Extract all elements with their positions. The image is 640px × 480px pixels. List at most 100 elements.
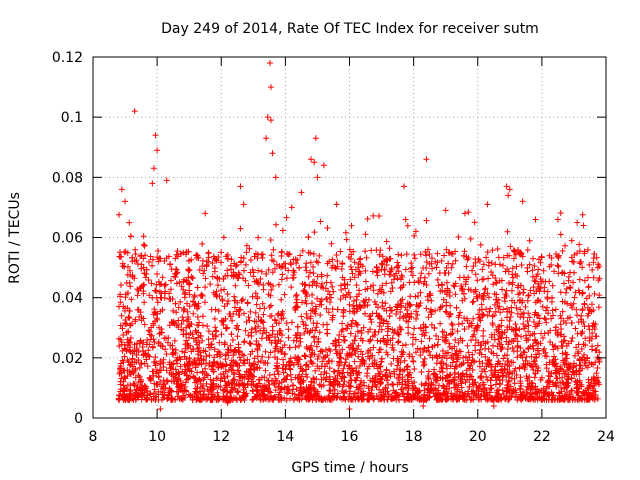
- x-tick-label: 18: [405, 429, 423, 445]
- data-point: [435, 390, 442, 397]
- data-point: [288, 376, 295, 383]
- data-point: [488, 385, 495, 392]
- data-point: [189, 275, 196, 282]
- data-point: [411, 379, 418, 386]
- data-point: [540, 385, 547, 392]
- data-point: [124, 271, 131, 278]
- data-point: [266, 60, 273, 67]
- data-point: [468, 388, 475, 395]
- data-point: [228, 331, 235, 338]
- data-point: [572, 289, 579, 296]
- data-point: [242, 261, 249, 268]
- data-point: [184, 308, 191, 315]
- data-point: [425, 270, 432, 277]
- data-point: [449, 345, 456, 352]
- data-point: [175, 304, 182, 311]
- data-point: [384, 351, 391, 358]
- data-point: [482, 340, 489, 347]
- data-point: [127, 233, 134, 240]
- data-point: [379, 261, 386, 268]
- data-point: [443, 309, 450, 316]
- data-point: [496, 380, 503, 387]
- data-point: [571, 294, 578, 301]
- data-point: [304, 393, 311, 400]
- data-point: [311, 376, 318, 383]
- data-point: [509, 345, 516, 352]
- data-point: [551, 362, 558, 369]
- data-point: [305, 389, 312, 396]
- data-point: [129, 363, 136, 370]
- data-point: [278, 276, 285, 283]
- data-point: [253, 318, 260, 325]
- data-point: [581, 301, 588, 308]
- data-point: [339, 346, 346, 353]
- data-point: [349, 396, 356, 403]
- data-point: [356, 268, 363, 275]
- data-point: [116, 370, 123, 377]
- data-point: [385, 381, 392, 388]
- data-point: [350, 345, 357, 352]
- data-point: [557, 363, 564, 370]
- data-point: [328, 264, 335, 271]
- data-point: [302, 289, 309, 296]
- data-point: [478, 301, 485, 308]
- data-point: [302, 353, 309, 360]
- data-point: [275, 384, 282, 391]
- data-point: [171, 337, 178, 344]
- data-point: [415, 293, 422, 300]
- data-point: [411, 232, 418, 239]
- data-point: [326, 258, 333, 265]
- x-tick-labels: 8 10 12 14 16 18 20 22 24: [89, 429, 615, 445]
- data-point: [192, 388, 199, 395]
- data-points: [115, 60, 603, 412]
- data-point: [326, 396, 333, 403]
- data-point: [186, 267, 193, 274]
- data-point: [536, 350, 543, 357]
- data-point: [126, 362, 133, 369]
- data-point: [418, 338, 425, 345]
- data-point: [529, 267, 536, 274]
- data-point: [278, 312, 285, 319]
- data-point: [542, 316, 549, 323]
- data-point: [514, 394, 521, 401]
- data-point: [411, 325, 418, 332]
- data-point: [150, 372, 157, 379]
- data-point: [531, 374, 538, 381]
- data-point: [498, 277, 505, 284]
- data-point: [173, 280, 180, 287]
- data-point: [552, 324, 559, 331]
- data-point: [337, 350, 344, 357]
- data-point: [214, 282, 221, 289]
- data-point: [124, 336, 131, 343]
- data-point: [348, 222, 355, 229]
- data-point: [383, 238, 390, 245]
- data-point: [470, 263, 477, 270]
- data-point: [459, 320, 466, 327]
- data-point: [561, 370, 568, 377]
- data-point: [505, 396, 512, 403]
- data-point: [503, 314, 510, 321]
- data-point: [472, 337, 479, 344]
- data-point: [433, 264, 440, 271]
- data-point: [472, 271, 479, 278]
- data-point: [553, 251, 560, 258]
- data-point: [411, 279, 418, 286]
- data-point: [559, 350, 566, 357]
- data-point: [180, 317, 187, 324]
- data-point: [278, 264, 285, 271]
- data-point: [423, 305, 430, 312]
- data-point: [369, 375, 376, 382]
- data-point: [394, 301, 401, 308]
- data-point: [334, 263, 341, 270]
- data-point: [205, 249, 212, 256]
- data-point: [186, 287, 193, 294]
- data-point: [283, 320, 290, 327]
- data-point: [551, 353, 558, 360]
- data-point: [513, 263, 520, 270]
- data-point: [127, 283, 134, 290]
- data-point: [591, 375, 598, 382]
- data-point: [237, 183, 244, 190]
- data-point: [278, 379, 285, 386]
- data-point: [173, 370, 180, 377]
- data-point: [247, 341, 254, 348]
